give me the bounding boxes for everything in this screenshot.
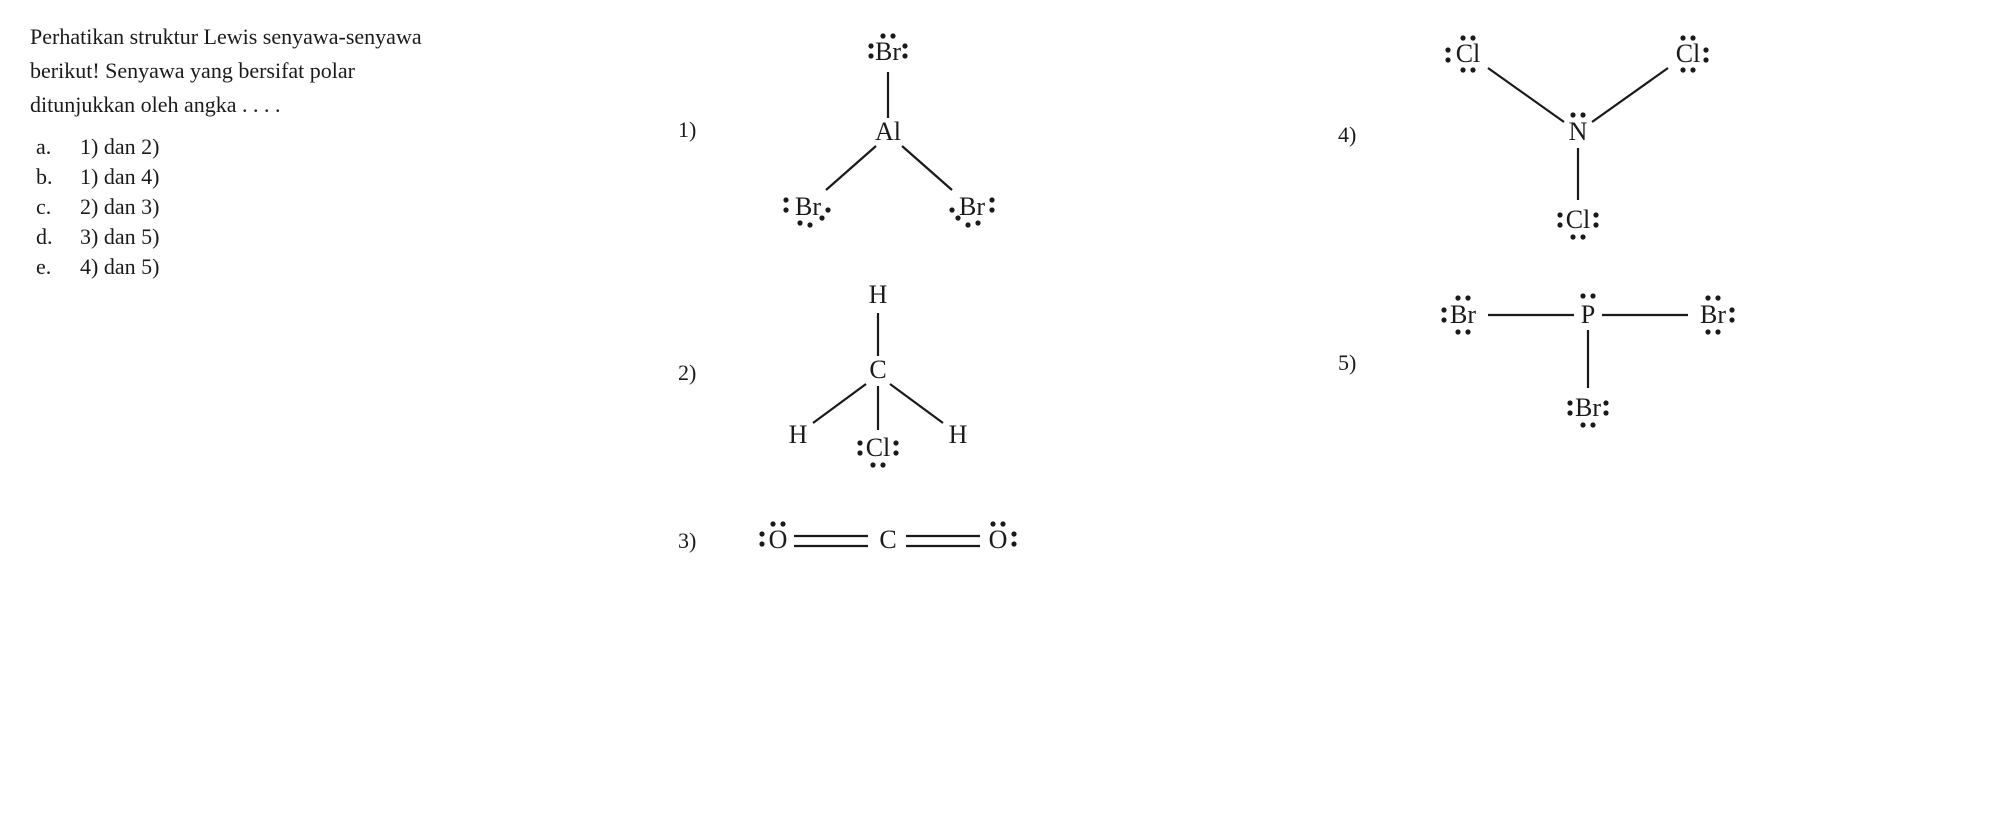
atom-h-left: H (789, 420, 808, 449)
question-line-3: ditunjukkan oleh angka . . . . (30, 88, 658, 122)
question-text: Perhatikan struktur Lewis senyawa-senyaw… (30, 20, 658, 122)
option-text: 3) dan 5) (80, 224, 159, 250)
atom-h-right: H (949, 420, 968, 449)
atom-br-bl: Br (795, 192, 821, 221)
structure-2: 2) C H H H Cl (678, 258, 1338, 488)
atom-br-right: Br (1700, 300, 1726, 329)
option-letter: a. (36, 134, 80, 160)
option-letter: e. (36, 254, 80, 280)
atom-c: C (869, 355, 886, 384)
structure-number: 4) (1338, 122, 1388, 148)
atom-al: Al (875, 117, 901, 146)
atom-cl-tr: Cl (1676, 39, 1701, 68)
option-text: 1) dan 4) (80, 164, 159, 190)
structure-1: 1) Al Br Br (678, 20, 1338, 240)
structure-number: 5) (1338, 350, 1388, 376)
atom-cl-tl: Cl (1456, 39, 1481, 68)
lewis-pbr3: P Br Br Br (1388, 268, 1808, 458)
lewis-albr3: Al Br Br Br (728, 20, 1068, 240)
lewis-ch3cl: C H H H Cl (728, 258, 1048, 488)
question-column: Perhatikan struktur Lewis senyawa-senyaw… (30, 20, 678, 594)
option-letter: d. (36, 224, 80, 250)
structure-3: 3) O C O (678, 506, 1338, 576)
question-line-2: berikut! Senyawa yang bersifat polar (30, 54, 658, 88)
structure-number: 2) (678, 360, 728, 386)
atom-c: C (879, 525, 896, 554)
option-letter: b. (36, 164, 80, 190)
atom-o-right: O (989, 525, 1008, 554)
atom-br-br: Br (959, 192, 985, 221)
option-a[interactable]: a. 1) dan 2) (36, 134, 658, 160)
option-d[interactable]: d. 3) dan 5) (36, 224, 658, 250)
atom-br-left: Br (1450, 300, 1476, 329)
atom-n: N (1569, 117, 1588, 146)
atom-cl-bottom: Cl (866, 433, 891, 462)
options-list: a. 1) dan 2) b. 1) dan 4) c. 2) dan 3) d… (36, 134, 658, 280)
structures-area: 1) Al Br Br (678, 20, 1978, 594)
option-letter: c. (36, 194, 80, 220)
lewis-co2: O C O (728, 506, 1088, 576)
structure-5: 5) P Br Br (1338, 268, 1978, 458)
option-b[interactable]: b. 1) dan 4) (36, 164, 658, 190)
option-text: 2) dan 3) (80, 194, 159, 220)
atom-cl-b: Cl (1566, 205, 1591, 234)
atom-p: P (1581, 300, 1595, 329)
atom-o-left: O (769, 525, 788, 554)
structure-4: 4) N Cl Cl (1338, 20, 1978, 250)
option-e[interactable]: e. 4) dan 5) (36, 254, 658, 280)
atom-br-top: Br (875, 37, 901, 66)
structure-number: 3) (678, 528, 728, 554)
question-line-1: Perhatikan struktur Lewis senyawa-senyaw… (30, 20, 658, 54)
atom-br-bottom: Br (1575, 393, 1601, 422)
atom-h-top: H (869, 280, 888, 309)
option-c[interactable]: c. 2) dan 3) (36, 194, 658, 220)
lewis-ncl3: N Cl Cl Cl (1388, 20, 1788, 250)
structure-number: 1) (678, 117, 728, 143)
option-text: 4) dan 5) (80, 254, 159, 280)
option-text: 1) dan 2) (80, 134, 159, 160)
